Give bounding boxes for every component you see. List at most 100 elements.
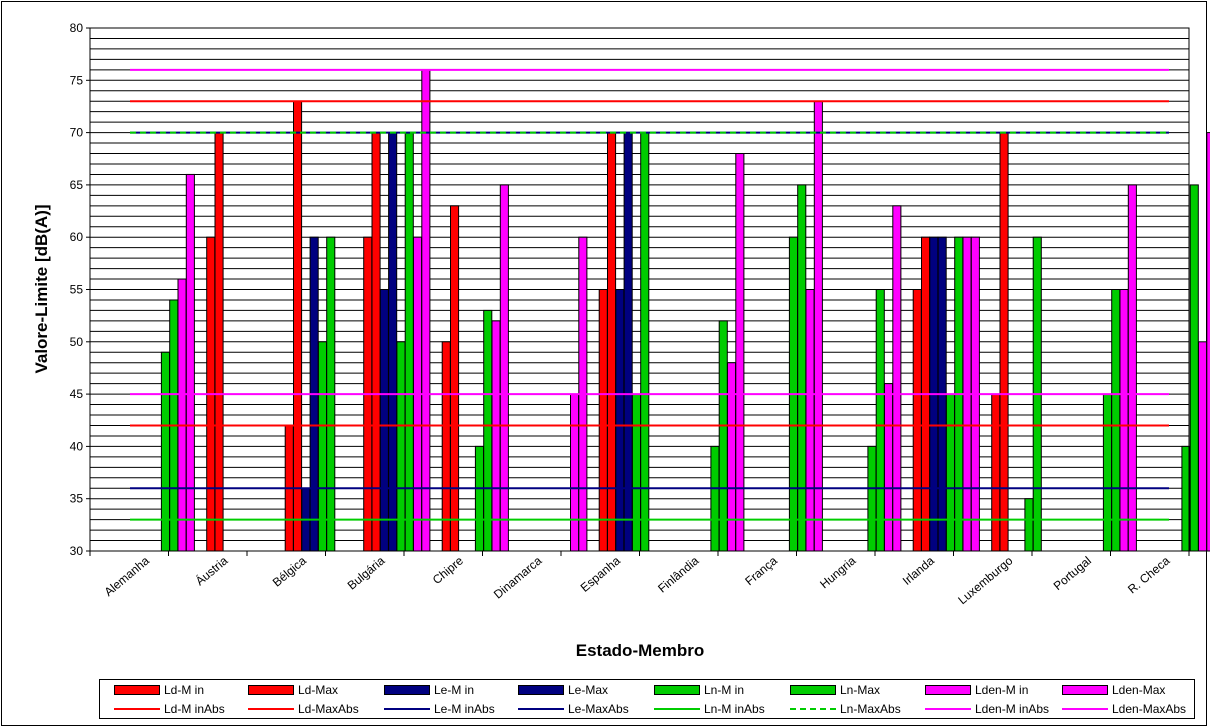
bar-lden-min [884, 383, 894, 552]
bar-lden-min [570, 393, 580, 552]
bar-lden-max [892, 205, 902, 552]
legend-bar-swatch [518, 685, 564, 695]
bar-lden-max [421, 69, 431, 552]
bar-lden-min [1198, 341, 1208, 552]
x-tick-label: R. Checa [1125, 553, 1173, 596]
legend-label: Le-M inAbs [434, 702, 495, 716]
x-tick-label: Bulgária [345, 553, 388, 592]
bar-lden-min [177, 278, 187, 552]
legend-item: Lden-Max [1062, 681, 1165, 699]
legend-label: Ln-M in [704, 683, 745, 697]
legend-line-swatch [790, 708, 836, 710]
x-tick-label: Dinamarca [491, 553, 545, 601]
legend-item: Ld-MaxAbs [248, 700, 359, 718]
legend-item: Ln-MaxAbs [790, 700, 901, 718]
y-tick-label: 40 [70, 439, 84, 453]
legend-item: Ln-M in [654, 681, 744, 699]
x-tick-label: Bélgica [270, 553, 309, 589]
legend-line-swatch [248, 708, 294, 710]
bar-ln-min [160, 351, 170, 552]
y-tick-label: 80 [70, 21, 84, 35]
bar-ln-max [875, 289, 885, 552]
bar-ld-max [450, 205, 460, 552]
legend-label: Lden-M inAbs [975, 702, 1050, 716]
bar-lden-min [805, 289, 815, 552]
x-tick-label: Alemanha [102, 553, 153, 599]
x-tick-label: Portugal [1051, 554, 1094, 593]
legend-label: Ld-M in [164, 683, 205, 697]
bar-ln-max [1189, 184, 1199, 552]
y-tick-label: 30 [70, 544, 84, 558]
legend-bar-swatch [654, 685, 700, 695]
bar-lden-max [735, 153, 745, 552]
legend-line-swatch [114, 708, 160, 710]
legend-line-swatch [518, 708, 564, 710]
legend-item: Le-M in [384, 681, 474, 699]
bar-le-min [379, 289, 389, 552]
bar-ln-max [1111, 289, 1121, 552]
legend-label: Ln-MaxAbs [840, 702, 901, 716]
y-tick-label: 55 [70, 283, 84, 297]
x-tick-label: Luxemburgo [955, 553, 1015, 607]
legend-item: Lden-M in [925, 681, 1028, 699]
legend-item: Le-Max [518, 681, 608, 699]
y-tick-label: 45 [70, 387, 84, 401]
legend-item: Ld-Max [248, 681, 338, 699]
y-axis-title: Valore-Limite [dB(A)] [32, 204, 51, 373]
legend-label: Le-M in [434, 683, 475, 697]
x-tick-label: Finlândia [655, 553, 702, 595]
x-tick-label: Hungria [817, 553, 858, 591]
legend-item: Lden-M inAbs [925, 700, 1049, 718]
bar-lden-max [185, 173, 195, 552]
y-tick-label: 50 [70, 335, 84, 349]
legend-item: Ln-Max [790, 681, 880, 699]
legend-label: Ld-M inAbs [164, 702, 225, 716]
legend-bar-swatch [790, 685, 836, 695]
legend-label: Le-Max [568, 683, 609, 697]
y-tick-label: 75 [70, 73, 84, 87]
bar-chart: 30 35 40 45 50 55 60 65 70 75 80 Alemanha Áustria Bél… [32, 21, 1210, 660]
x-axis-title: Estado-Membro [576, 641, 704, 660]
bar-ln-min [710, 445, 720, 552]
bar-ld-min [912, 289, 922, 552]
bar-ln-min [631, 393, 642, 552]
bar-lden-max [813, 100, 823, 552]
bar-ln-min [867, 445, 877, 552]
legend-label: Ln-M inAbs [704, 702, 765, 716]
y-tick-label: 65 [70, 178, 84, 192]
legend-item: Le-MaxAbs [518, 700, 629, 718]
legend-line-swatch [1062, 708, 1108, 710]
legend-label: Ld-Max [298, 683, 339, 697]
bar-ld-min [598, 289, 608, 552]
bar-lden-min [491, 320, 501, 552]
legend-item: Ld-M in [114, 681, 204, 699]
bar-ln-min [945, 393, 956, 552]
legend-label: Lden-M in [975, 683, 1029, 697]
bar-ln-min [474, 445, 484, 552]
legend-item: Le-M inAbs [384, 700, 495, 718]
bar-ln-max [483, 309, 493, 552]
legend-label: Ld-MaxAbs [298, 702, 359, 716]
legend-bar-swatch [1062, 685, 1108, 695]
bar-lden-max [1206, 132, 1210, 552]
legend-bar-swatch [248, 685, 294, 695]
y-tick-label: 60 [70, 230, 84, 244]
legend-bar-swatch [114, 685, 160, 695]
legend-label: Lden-Max [1112, 683, 1166, 697]
legend-line-swatch [654, 708, 700, 710]
bar-ln-max [718, 320, 728, 552]
y-tick-label: 35 [70, 492, 84, 506]
bar-lden-min [1119, 289, 1129, 552]
bar-le-min [615, 289, 625, 552]
x-tick-label: Chipre [430, 553, 466, 587]
legend: Ld-M in Ld-Max Le-M in Le-Max Ln-M in Ln-Max L… [99, 679, 1195, 719]
bar-lden-max [499, 184, 509, 552]
legend-label: Lden-MaxAbs [1112, 702, 1187, 716]
x-tick-label: Áustria [192, 553, 231, 589]
x-tick-label: Espanha [578, 553, 624, 594]
legend-item: Ld-M inAbs [114, 700, 225, 718]
bar-lden-max [1127, 184, 1137, 552]
legend-bar-swatch [925, 685, 971, 695]
bar-ld-max [293, 100, 303, 552]
bar-ln-min [1102, 393, 1113, 552]
